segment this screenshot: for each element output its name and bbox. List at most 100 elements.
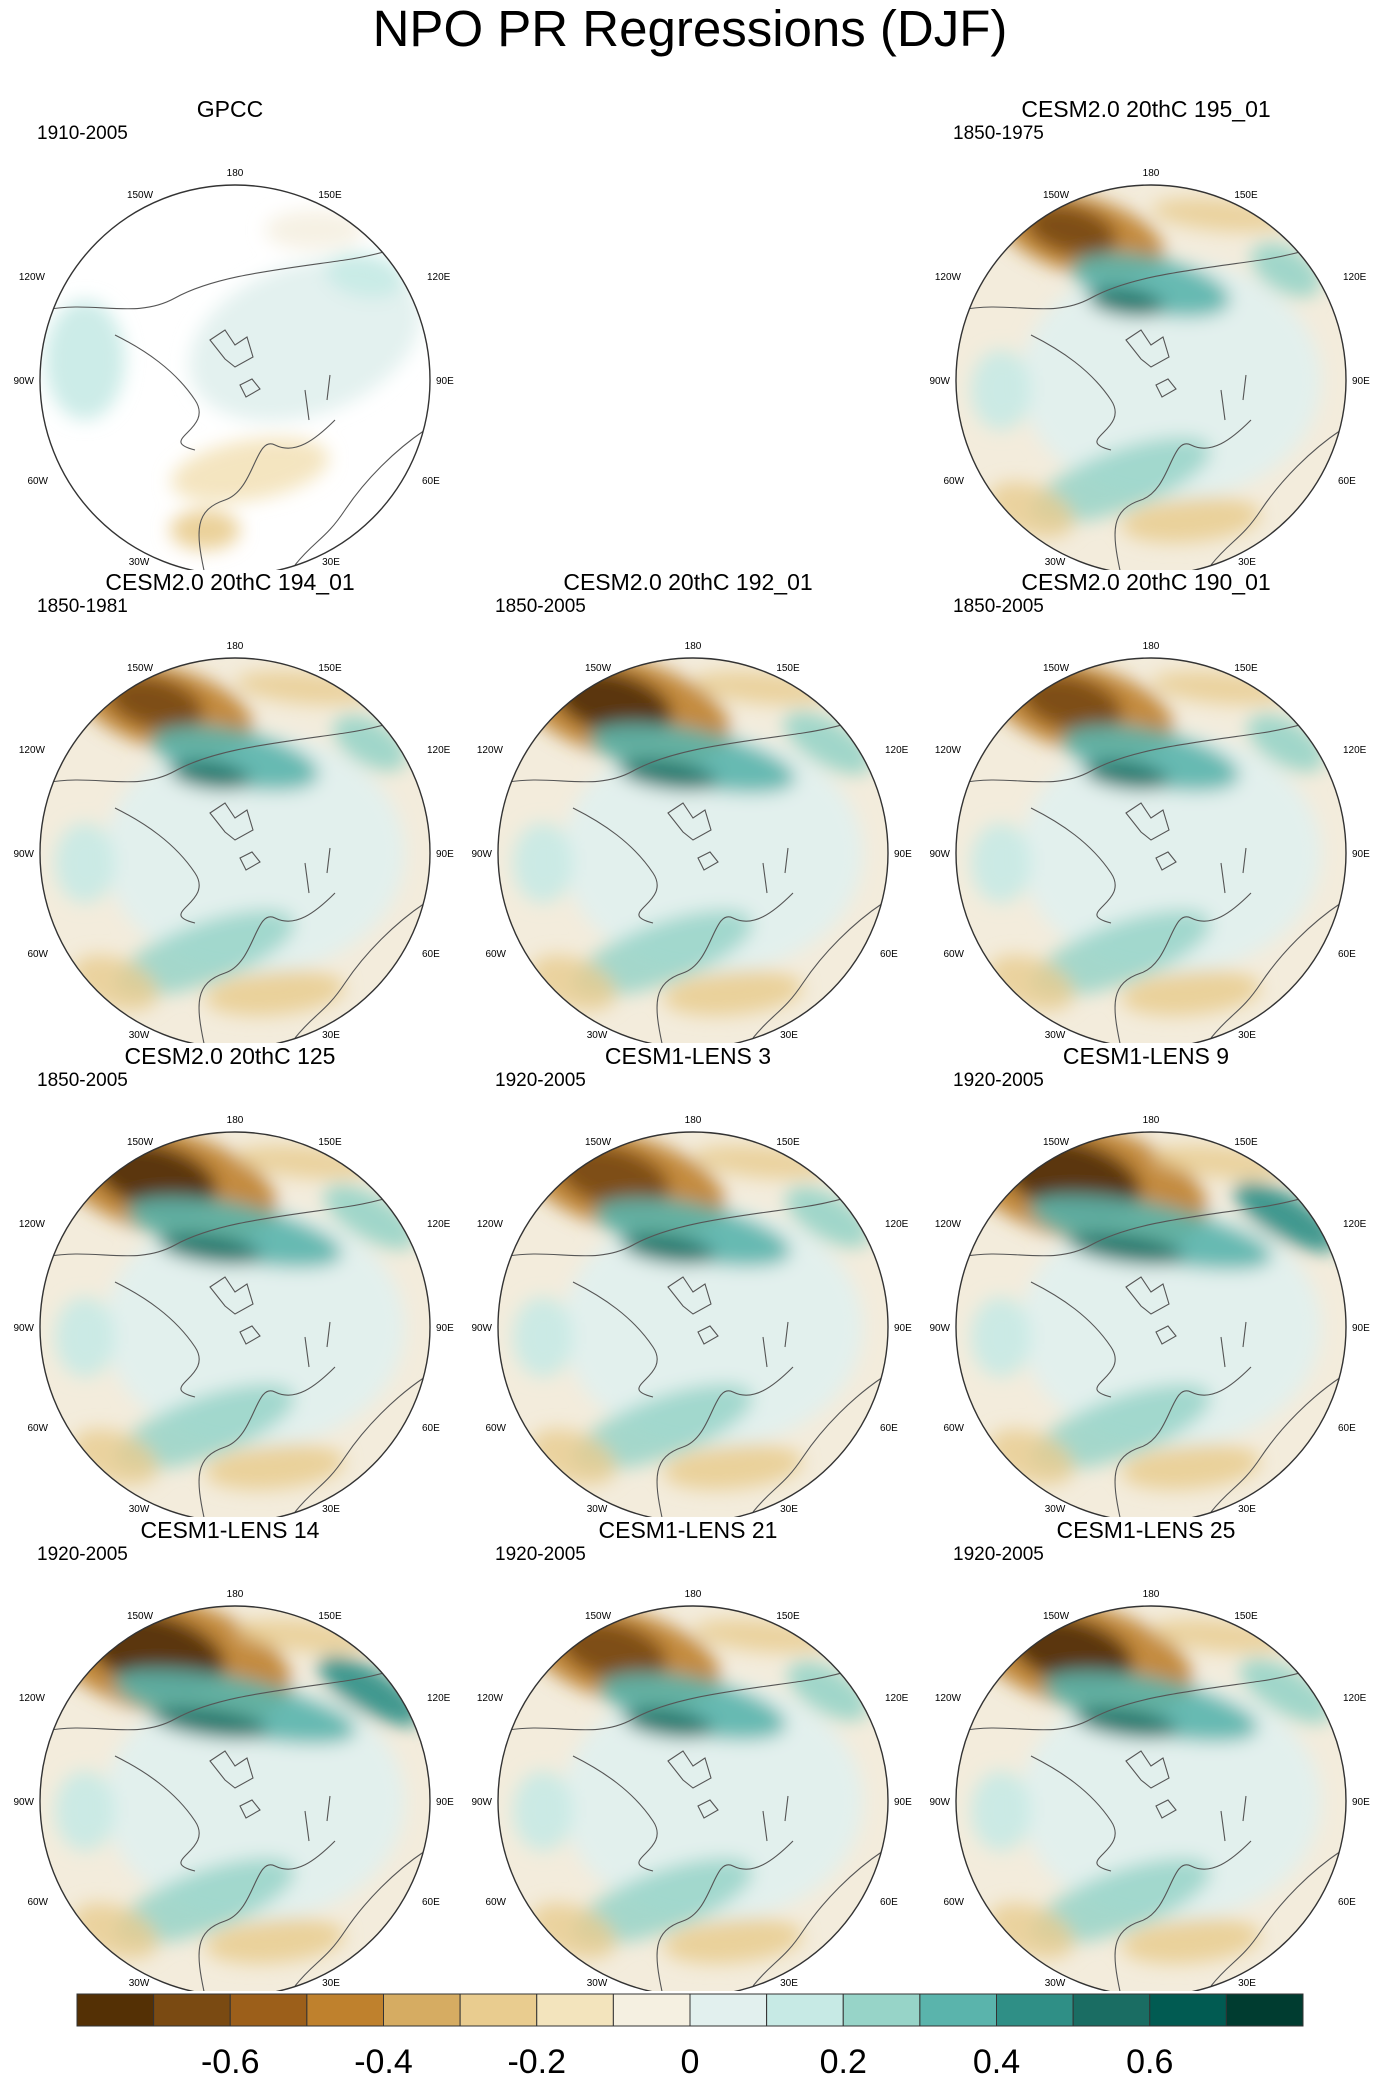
lon-label-mid-upper-left: 120W bbox=[19, 272, 46, 283]
panel-title: CESM2.0 20thC 125 bbox=[124, 1043, 336, 1069]
arctic-positive bbox=[563, 1207, 863, 1447]
lon-label-upper-right: 150E bbox=[318, 1611, 342, 1622]
europe-dry bbox=[205, 1444, 345, 1490]
lon-label-top: 180 bbox=[685, 641, 702, 652]
colorbar-swatch bbox=[1072, 1993, 1151, 2027]
map-panel-lens-25: 1800150W150E120W120E90W90E60W60E30W30ECE… bbox=[916, 1516, 1376, 1991]
lon-label-right: 90E bbox=[894, 1323, 912, 1334]
lon-label-lower-left: 30W bbox=[587, 1030, 608, 1041]
coastline-europe bbox=[198, 892, 336, 1043]
panel-period: 1850-1981 bbox=[37, 596, 128, 617]
panel-period: 1920-2005 bbox=[495, 1544, 586, 1565]
polar-map: 1800150W150E120W120E90W90E60W60E30W30E bbox=[929, 1115, 1370, 1517]
lon-label-upper-left: 150W bbox=[1043, 190, 1070, 201]
map-boundary bbox=[497, 1605, 889, 1991]
lon-label-lower-left: 30W bbox=[1045, 1030, 1066, 1041]
map-panel-lens-21: 1800150W150E120W120E90W90E60W60E30W30ECE… bbox=[458, 1516, 918, 1991]
lon-label-mid-lower-right: 60E bbox=[880, 949, 898, 960]
north-pacific-wet-core bbox=[1074, 1707, 1178, 1739]
lon-label-mid-upper-left: 120W bbox=[477, 1693, 504, 1704]
coastline-asia-mideast bbox=[752, 1376, 884, 1513]
panel-period: 1920-2005 bbox=[37, 1544, 128, 1565]
atlantic-wet bbox=[573, 1857, 753, 1945]
atlantic-wet bbox=[573, 1383, 753, 1471]
siberia-weak bbox=[265, 210, 365, 250]
north-america-wet bbox=[971, 1771, 1031, 1851]
north-pacific-wet-core bbox=[1083, 759, 1169, 791]
coastline-scandinavia bbox=[762, 1795, 789, 1842]
lon-label-mid-lower-left: 60W bbox=[27, 476, 48, 487]
colorbar-swatch bbox=[536, 1993, 614, 2027]
coastline-europe bbox=[198, 1840, 336, 1991]
map-boundary bbox=[955, 1605, 1347, 1991]
colorbar-swatch bbox=[612, 1993, 691, 2027]
lon-label-lower-left: 30W bbox=[587, 1504, 608, 1515]
coastline-arctic-islands bbox=[1125, 329, 1177, 398]
figure-title: NPO PR Regressions (DJF) bbox=[372, 0, 1008, 57]
colorbar-tick-label: -0.2 bbox=[507, 2043, 567, 2081]
lon-label-mid-upper-left: 120W bbox=[477, 1219, 504, 1230]
lon-label-upper-right: 150E bbox=[318, 190, 342, 201]
map-boundary bbox=[39, 657, 431, 1043]
east-asia-wet bbox=[785, 1186, 871, 1248]
lon-label-lower-right: 30E bbox=[780, 1504, 798, 1515]
coastline-europe bbox=[1114, 1840, 1252, 1991]
coastline-north-america bbox=[114, 807, 200, 924]
north-america-wet bbox=[513, 823, 573, 903]
lon-label-left: 90W bbox=[471, 849, 492, 860]
lon-label-right: 90E bbox=[894, 849, 912, 860]
lon-label-mid-upper-right: 120E bbox=[1343, 1693, 1367, 1704]
north-america-positive bbox=[45, 300, 125, 420]
lon-label-left: 90W bbox=[13, 849, 34, 860]
coastline-arctic-islands bbox=[667, 1750, 719, 1819]
map-panel-lens-14: 1800150W150E120W120E90W90E60W60E30W30ECE… bbox=[0, 1516, 460, 1991]
coastline-arctic-islands bbox=[209, 1750, 261, 1819]
polar-map: 1800150W150E120W120E90W90E60W60E30W30E bbox=[471, 641, 912, 1043]
colorbar-swatch bbox=[383, 1993, 461, 2027]
coastline-north-america bbox=[114, 334, 200, 451]
lon-label-right: 90E bbox=[1352, 376, 1370, 387]
lon-label-lower-right: 30E bbox=[1238, 1978, 1256, 1989]
lon-label-mid-upper-right: 120E bbox=[427, 1693, 451, 1704]
north-pacific-wet-core bbox=[158, 1233, 262, 1265]
lon-label-mid-upper-right: 120E bbox=[1343, 1219, 1367, 1230]
map-panel-lens-9: 1800150W150E120W120E90W90E60W60E30W30ECE… bbox=[916, 1042, 1376, 1517]
map-panel-cesm2-192: 1800150W150E120W120E90W90E60W60E30W30ECE… bbox=[458, 568, 918, 1043]
north-america-wet bbox=[513, 1297, 573, 1377]
panel-period: 1920-2005 bbox=[953, 1544, 1044, 1565]
polar-map: 1800150W150E120W120E90W90E60W60E30W30E bbox=[13, 1115, 454, 1517]
lon-label-lower-left: 30W bbox=[129, 1030, 150, 1041]
map-boundary bbox=[497, 657, 889, 1043]
lon-label-top: 180 bbox=[227, 641, 244, 652]
lon-label-right: 90E bbox=[1352, 1797, 1370, 1808]
colorbar-swatch bbox=[306, 1993, 384, 2027]
lon-label-mid-lower-left: 60W bbox=[485, 1423, 506, 1434]
map-boundary bbox=[497, 1131, 889, 1517]
map-panel-cesm2-195: 1800150W150E120W120E90W90E60W60E30W30ECE… bbox=[916, 95, 1376, 570]
lon-label-right: 90E bbox=[436, 1323, 454, 1334]
colorbar-swatch bbox=[766, 1993, 844, 2027]
lon-label-mid-lower-left: 60W bbox=[943, 476, 964, 487]
lon-label-upper-right: 150E bbox=[1234, 1611, 1258, 1622]
map-boundary bbox=[39, 1605, 431, 1991]
north-america-wet bbox=[55, 1297, 115, 1377]
iberia-negative bbox=[170, 510, 240, 550]
coastline-scandinavia bbox=[1220, 374, 1247, 421]
map-boundary bbox=[955, 1131, 1347, 1517]
north-pacific-wet-band bbox=[595, 1197, 791, 1267]
north-pacific-wet-core bbox=[621, 1233, 715, 1265]
arctic-positive bbox=[1021, 260, 1321, 500]
lon-label-left: 90W bbox=[13, 1797, 34, 1808]
coastline-north-america bbox=[1030, 1281, 1116, 1398]
lon-label-left: 90W bbox=[471, 1797, 492, 1808]
atlantic-wet bbox=[1031, 1857, 1211, 1945]
coastline-asia-mideast bbox=[1210, 1850, 1342, 1987]
east-asia-wet bbox=[783, 711, 873, 775]
coastline-arctic-islands bbox=[209, 1276, 261, 1345]
lon-label-left: 90W bbox=[929, 1797, 950, 1808]
map-panel-cesm2-125: 1800150W150E120W120E90W90E60W60E30W30E CE… bbox=[0, 1042, 460, 1517]
coastline-north-america bbox=[114, 1755, 200, 1872]
east-asia-wet bbox=[323, 1184, 417, 1250]
arctic-positive bbox=[563, 733, 863, 973]
coastline-europe bbox=[198, 1366, 336, 1517]
